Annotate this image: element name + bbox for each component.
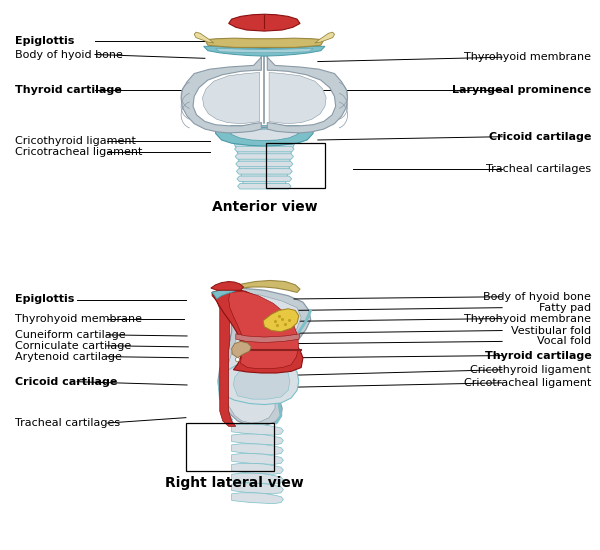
Text: Arytenoid cartilage: Arytenoid cartilage xyxy=(14,351,122,362)
Polygon shape xyxy=(232,454,283,464)
Polygon shape xyxy=(211,282,244,290)
Text: Thyrohyoid membrane: Thyrohyoid membrane xyxy=(14,314,142,323)
Polygon shape xyxy=(232,424,283,435)
Polygon shape xyxy=(205,38,324,47)
Text: Thyroid cartilage: Thyroid cartilage xyxy=(485,350,591,361)
Polygon shape xyxy=(212,289,303,373)
Polygon shape xyxy=(203,73,260,124)
Polygon shape xyxy=(212,293,236,426)
Polygon shape xyxy=(315,32,334,43)
Text: Cricotracheal ligament: Cricotracheal ligament xyxy=(14,147,142,157)
Text: Cricoid cartilage: Cricoid cartilage xyxy=(14,377,117,387)
Polygon shape xyxy=(234,139,295,144)
Polygon shape xyxy=(194,32,214,43)
Polygon shape xyxy=(229,292,299,368)
Text: Laryngeal prominence: Laryngeal prominence xyxy=(452,85,591,95)
Polygon shape xyxy=(232,280,300,293)
Text: Cricothyroid ligament: Cricothyroid ligament xyxy=(470,365,591,375)
Text: Body of hyoid bone: Body of hyoid bone xyxy=(14,50,122,59)
Polygon shape xyxy=(212,287,236,299)
Polygon shape xyxy=(232,473,283,484)
Polygon shape xyxy=(269,73,326,124)
Text: Epiglottis: Epiglottis xyxy=(14,36,74,46)
Polygon shape xyxy=(236,169,292,174)
Text: Tracheal cartilages: Tracheal cartilages xyxy=(486,164,591,174)
Text: Cricotracheal ligament: Cricotracheal ligament xyxy=(464,378,591,388)
Polygon shape xyxy=(215,128,313,146)
Polygon shape xyxy=(232,493,283,504)
Polygon shape xyxy=(263,309,299,332)
Text: Thyroid cartilage: Thyroid cartilage xyxy=(14,85,121,95)
Bar xyxy=(186,423,274,471)
Polygon shape xyxy=(237,176,292,182)
Text: Vestibular fold: Vestibular fold xyxy=(511,326,591,336)
Text: Fatty pad: Fatty pad xyxy=(539,302,591,312)
Text: Thyrohyoid membrane: Thyrohyoid membrane xyxy=(464,314,591,323)
Text: Corniculate cartilage: Corniculate cartilage xyxy=(14,341,131,351)
Text: Vocal fold: Vocal fold xyxy=(537,337,591,346)
Polygon shape xyxy=(232,342,251,358)
Polygon shape xyxy=(235,154,293,159)
Text: Tracheal cartilages: Tracheal cartilages xyxy=(14,418,120,428)
Polygon shape xyxy=(214,288,311,426)
Polygon shape xyxy=(181,46,262,133)
Text: Thyrohyoid membrane: Thyrohyoid membrane xyxy=(464,52,591,62)
Polygon shape xyxy=(229,129,300,140)
Polygon shape xyxy=(235,146,294,152)
Text: Body of hyoid bone: Body of hyoid bone xyxy=(484,292,591,302)
Bar xyxy=(266,143,325,188)
Polygon shape xyxy=(236,334,300,343)
Polygon shape xyxy=(224,127,305,136)
Polygon shape xyxy=(236,161,293,167)
Text: Cuneiform cartilage: Cuneiform cartilage xyxy=(14,330,125,340)
Polygon shape xyxy=(232,434,283,445)
Polygon shape xyxy=(232,483,283,494)
Polygon shape xyxy=(230,136,299,185)
Polygon shape xyxy=(223,359,299,405)
Polygon shape xyxy=(232,444,283,455)
Text: Cricothyroid ligament: Cricothyroid ligament xyxy=(14,136,136,146)
Polygon shape xyxy=(203,46,325,56)
Polygon shape xyxy=(215,48,313,53)
Text: Anterior view: Anterior view xyxy=(212,200,317,214)
Polygon shape xyxy=(229,14,300,31)
Text: Epiglottis: Epiglottis xyxy=(14,294,74,305)
Polygon shape xyxy=(230,125,299,127)
Polygon shape xyxy=(268,46,347,133)
Polygon shape xyxy=(238,184,291,189)
Text: Cricoid cartilage: Cricoid cartilage xyxy=(489,131,591,142)
Polygon shape xyxy=(232,464,283,474)
Text: Right lateral view: Right lateral view xyxy=(165,476,304,490)
Polygon shape xyxy=(233,365,290,399)
Polygon shape xyxy=(225,293,301,423)
